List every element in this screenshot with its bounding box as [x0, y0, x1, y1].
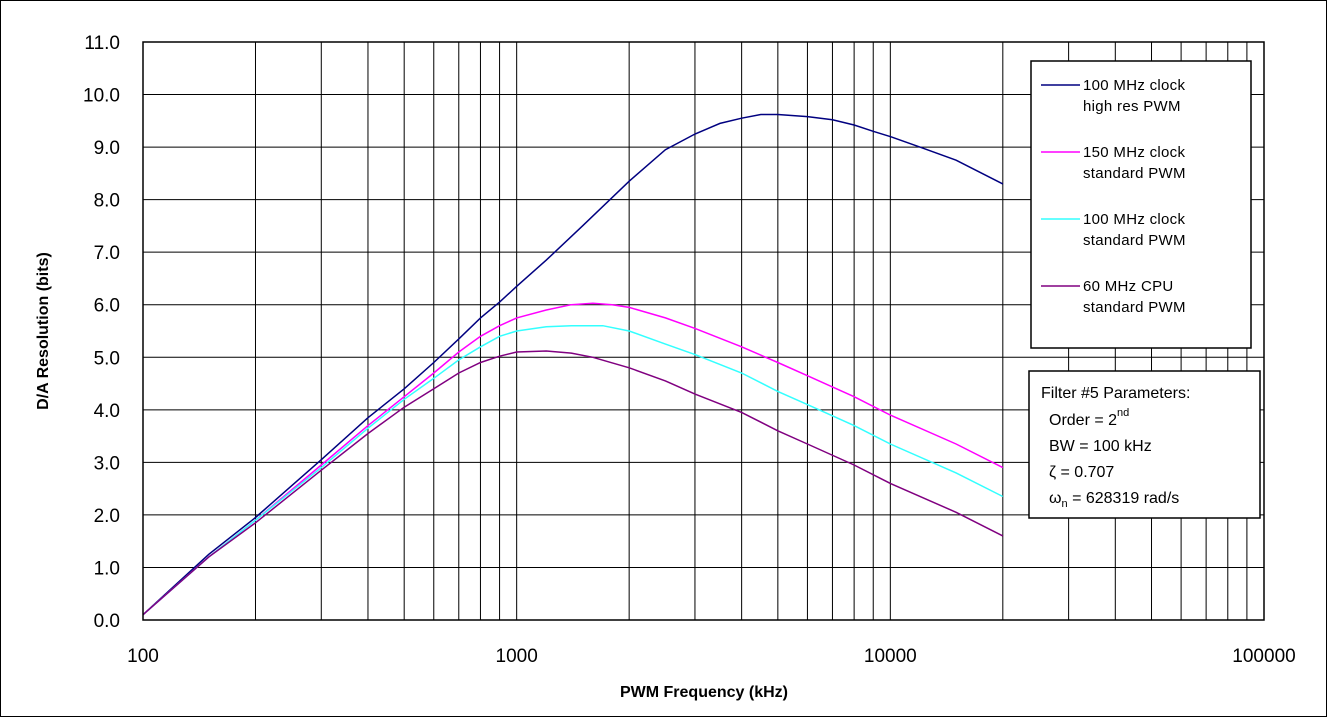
- x-tick-label: 1000: [496, 646, 538, 667]
- filter-parameters-border: [1028, 370, 1261, 519]
- filter-order: Order = 2nd: [1049, 407, 1129, 429]
- filter-zeta: ζ = 0.707: [1049, 464, 1114, 481]
- y-tick-label: 6.0: [94, 296, 120, 317]
- legend-items: 100 MHz clock high res PWM 150 MHz clock st…: [1041, 77, 1186, 316]
- plot-area-border: [142, 41, 1265, 621]
- y-tick-label: 11.0: [84, 33, 120, 54]
- x-tick-label: 100000: [1232, 646, 1295, 667]
- x-tick-labels: 100 1000 10000 100000: [127, 646, 1296, 667]
- y-tick-label: 2.0: [94, 506, 120, 527]
- y-tick-label: 8.0: [94, 191, 120, 212]
- legend-box: [1030, 60, 1252, 349]
- legend-label-4: 60 MHz CPU standard PWM: [1083, 278, 1186, 316]
- legend-label-1: 100 MHz clock high res PWM: [1083, 77, 1185, 115]
- series-line-4: [142, 350, 1004, 616]
- y-tick-labels: 0.0 1.0 2.0 3.0 4.0 5.0 6.0 7.0 8.0 9.0 10.0 11.0: [83, 33, 120, 632]
- legend-label-2: 150 MHz clock standard PWM: [1083, 144, 1186, 182]
- y-tick-label: 1.0: [94, 558, 120, 579]
- y-tick-label: 10.0: [83, 86, 120, 107]
- series-line-2: [142, 302, 1004, 616]
- legend-label-3: 100 MHz clock standard PWM: [1083, 211, 1186, 249]
- series-layer: [142, 113, 1004, 616]
- y-tick-label: 9.0: [94, 138, 120, 159]
- filter-omega: ωn = 628319 rad/s: [1049, 490, 1179, 510]
- legend: 100 MHz clock high res PWM 150 MHz clock st…: [1030, 60, 1252, 349]
- series-line-3: [142, 324, 1004, 616]
- x-tick-label: 10000: [864, 646, 917, 667]
- x-axis-title: PWM Frequency (kHz): [620, 684, 788, 701]
- y-tick-label: 3.0: [94, 453, 120, 474]
- x-tick-label: 100: [127, 646, 159, 667]
- y-axis-title: D/A Resolution (bits): [35, 252, 52, 410]
- y-tick-label: 5.0: [94, 348, 120, 369]
- y-tick-label: 7.0: [94, 243, 120, 264]
- filter-bandwidth: BW = 100 kHz: [1049, 438, 1152, 455]
- filter-parameters-title: Filter #5 Parameters:: [1041, 385, 1190, 402]
- series-line-1: [142, 113, 1004, 616]
- y-tick-label: 0.0: [94, 611, 120, 632]
- filter-parameters-box: Filter #5 Parameters: Order = 2nd BW = 1…: [1028, 370, 1261, 519]
- y-tick-label: 4.0: [94, 401, 120, 422]
